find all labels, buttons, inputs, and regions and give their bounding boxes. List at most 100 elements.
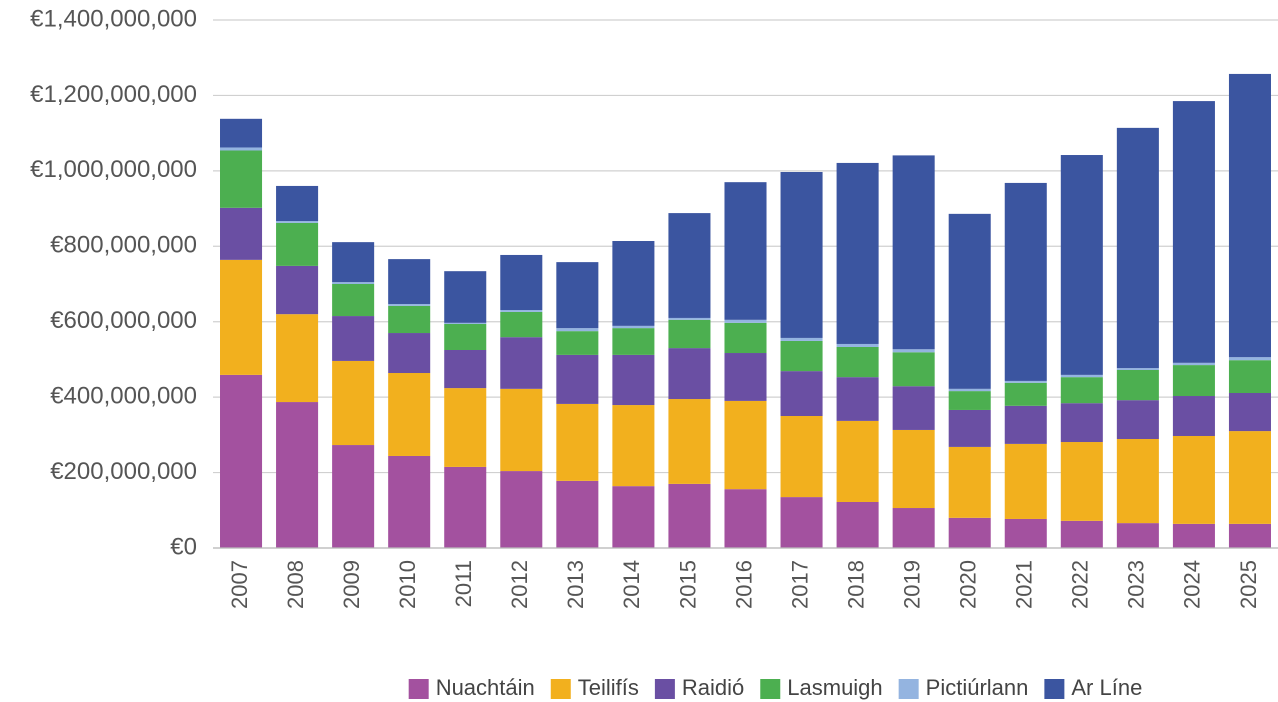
- bar-segment: [612, 405, 655, 487]
- x-tick-label: 2008: [283, 560, 308, 609]
- x-tick-label: 2023: [1124, 560, 1149, 609]
- bar-segment: [836, 343, 879, 347]
- bar-segment: [500, 311, 543, 338]
- bar-segment: [780, 371, 823, 416]
- bar-segment: [892, 349, 935, 353]
- y-tick-label: €0: [170, 533, 197, 560]
- bar-segment: [780, 340, 823, 372]
- y-tick-label: €600,000,000: [50, 307, 197, 334]
- bar-segment: [1228, 523, 1271, 548]
- bar-segment: [444, 322, 487, 324]
- bar-segment: [1116, 368, 1159, 370]
- legend-label: Nuachtáin: [436, 675, 535, 700]
- bar-segment: [556, 480, 599, 548]
- bar-segment: [724, 400, 767, 490]
- bar-segment: [668, 317, 711, 320]
- bar-segment: [1228, 392, 1271, 432]
- x-tick-label: 2016: [731, 560, 756, 609]
- bar-segment: [500, 310, 543, 312]
- legend: Nuachtáin Teilifís Raidió Lasmuigh Pictiúrla…: [408, 675, 1142, 700]
- bar-segment: [1172, 396, 1215, 436]
- legend-swatch: [1044, 679, 1065, 699]
- bar-segment: [1004, 518, 1047, 548]
- legend-swatch: [898, 679, 919, 699]
- bar-segment: [1060, 520, 1103, 548]
- bar-segment: [668, 348, 711, 400]
- bar-segment: [332, 242, 375, 283]
- y-tick-label: €1,000,000,000: [30, 156, 197, 183]
- bar-segment: [1228, 431, 1271, 524]
- bar-segment: [668, 213, 711, 318]
- bar-segment: [332, 284, 375, 317]
- bar-segment: [1228, 73, 1271, 358]
- bar-segment: [1004, 182, 1047, 381]
- bar-segment: [836, 162, 879, 344]
- x-tick-label: 2017: [787, 560, 812, 609]
- bar-segment: [612, 486, 655, 548]
- bar-segment: [724, 353, 767, 401]
- bar-segment: [948, 388, 991, 392]
- bar-segment: [1116, 400, 1159, 440]
- bar-segment: [388, 373, 431, 456]
- bar-segment: [1004, 443, 1047, 519]
- bar-segment: [444, 388, 487, 467]
- bar-segment: [1004, 382, 1047, 406]
- bar-segment: [276, 222, 319, 266]
- bar-segment: [1228, 360, 1271, 393]
- x-tick-label: 2012: [507, 560, 532, 609]
- bar-segment: [780, 416, 823, 498]
- bar-segment: [1004, 380, 1047, 383]
- y-tick-label: €800,000,000: [50, 232, 197, 259]
- bar-segment: [612, 325, 655, 329]
- bar-segment: [612, 328, 655, 355]
- bar-segment: [1060, 403, 1103, 443]
- y-tick-label: €1,200,000,000: [30, 81, 197, 108]
- bar-segment: [948, 391, 991, 410]
- x-tick-label: 2007: [227, 560, 252, 609]
- bar-segment: [1060, 377, 1103, 404]
- bar-segment: [1116, 523, 1159, 548]
- bar-segment: [668, 319, 711, 349]
- bar-segment: [388, 455, 431, 548]
- bar-segment: [220, 147, 263, 151]
- x-tick-label: 2009: [339, 560, 364, 609]
- bar-segment: [892, 386, 935, 430]
- bar-segment: [388, 303, 431, 306]
- bar-segment: [1004, 405, 1047, 444]
- bar-segment: [388, 333, 431, 374]
- bar-segment: [220, 150, 263, 208]
- bar-segment: [836, 346, 879, 378]
- x-tick-label: 2022: [1068, 560, 1093, 609]
- bar-segment: [500, 254, 543, 311]
- bar-segment: [1060, 442, 1103, 521]
- legend-label: Pictiúrlann: [926, 675, 1029, 700]
- bar-segment: [1172, 101, 1215, 363]
- bar-segment: [836, 377, 879, 421]
- bar-segment: [276, 314, 319, 403]
- y-tick-label: €1,400,000,000: [30, 5, 197, 32]
- x-tick-label: 2020: [956, 560, 981, 609]
- bar-segment: [668, 483, 711, 548]
- legend-label: Teilifís: [578, 675, 639, 700]
- bar-segment: [1116, 127, 1159, 369]
- bar-segment: [220, 259, 263, 375]
- bar-segment: [444, 350, 487, 389]
- bar-segment: [220, 374, 263, 548]
- bar-segment: [500, 337, 543, 389]
- bar-segment: [724, 319, 767, 323]
- x-tick-label: 2021: [1012, 560, 1037, 609]
- bar-segment: [556, 328, 599, 332]
- legend-label: Ar Líne: [1071, 675, 1142, 700]
- bar-segment: [332, 316, 375, 361]
- legend-swatch: [550, 679, 571, 699]
- bar-segment: [388, 259, 431, 304]
- bar-segment: [444, 323, 487, 350]
- bar-segment: [332, 445, 375, 548]
- bar-segment: [1228, 357, 1271, 361]
- bar-segment: [500, 388, 543, 472]
- bar-segment: [332, 282, 375, 284]
- bar-segment: [892, 155, 935, 350]
- bar-segment: [1172, 365, 1215, 397]
- x-tick-label: 2014: [619, 560, 644, 609]
- bar-segment: [1060, 374, 1103, 378]
